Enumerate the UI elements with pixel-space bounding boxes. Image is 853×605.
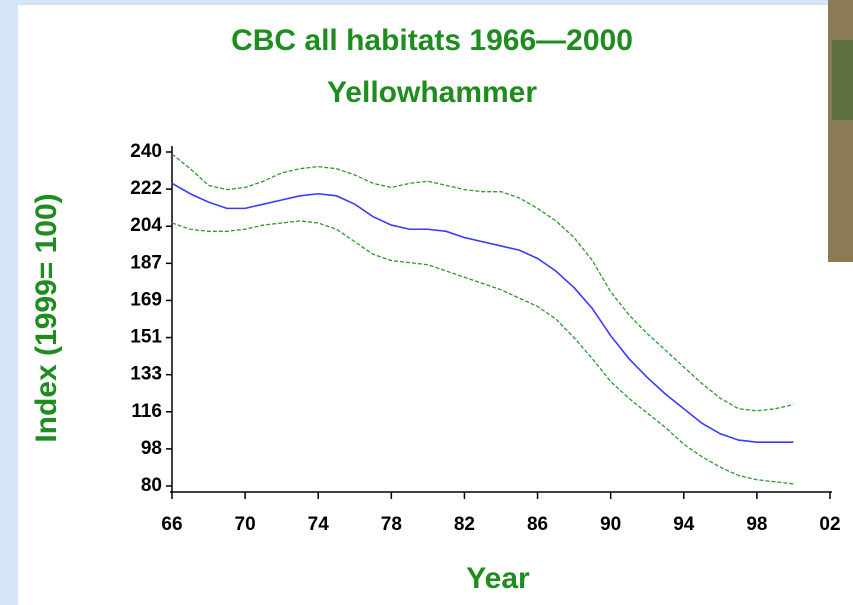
- x-tick-label: 78: [381, 514, 402, 535]
- x-tick-label: 74: [308, 514, 330, 535]
- y-tick-label: 98: [141, 438, 162, 459]
- top-border: [0, 0, 828, 5]
- series-line: [171, 220, 794, 485]
- x-tick-label: 70: [235, 514, 256, 535]
- x-tick-label: 94: [673, 514, 695, 535]
- x-tick-label: 82: [454, 514, 475, 535]
- photo: [828, 0, 853, 262]
- x-tick-label: 90: [600, 514, 621, 535]
- y-tick-label: 187: [130, 252, 162, 273]
- y-tick-label: 204: [130, 215, 162, 236]
- left-border: [0, 0, 18, 605]
- series-line: [171, 182, 794, 443]
- y-axis-label: Index (1999= 100): [30, 193, 63, 442]
- chart-title: CBC all habitats 1966—2000: [231, 24, 633, 57]
- y-tick-label: 222: [130, 178, 162, 199]
- photo-detail: [832, 40, 853, 120]
- series-line: [171, 153, 794, 412]
- y-tick-label: 151: [130, 327, 162, 348]
- x-tick-label: 66: [161, 514, 182, 535]
- y-tick-label: 80: [141, 475, 162, 496]
- chart-subtitle: Yellowhammer: [327, 76, 537, 109]
- x-tick-label: 02: [819, 514, 840, 535]
- y-tick-label: 240: [130, 141, 162, 162]
- y-tick-label: 116: [131, 401, 162, 422]
- x-tick-label: 86: [527, 514, 548, 535]
- y-tick-label: 133: [130, 364, 162, 385]
- y-tick-label: 169: [130, 289, 162, 310]
- x-tick-label: 98: [746, 514, 767, 535]
- x-axis-label: Year: [466, 562, 530, 595]
